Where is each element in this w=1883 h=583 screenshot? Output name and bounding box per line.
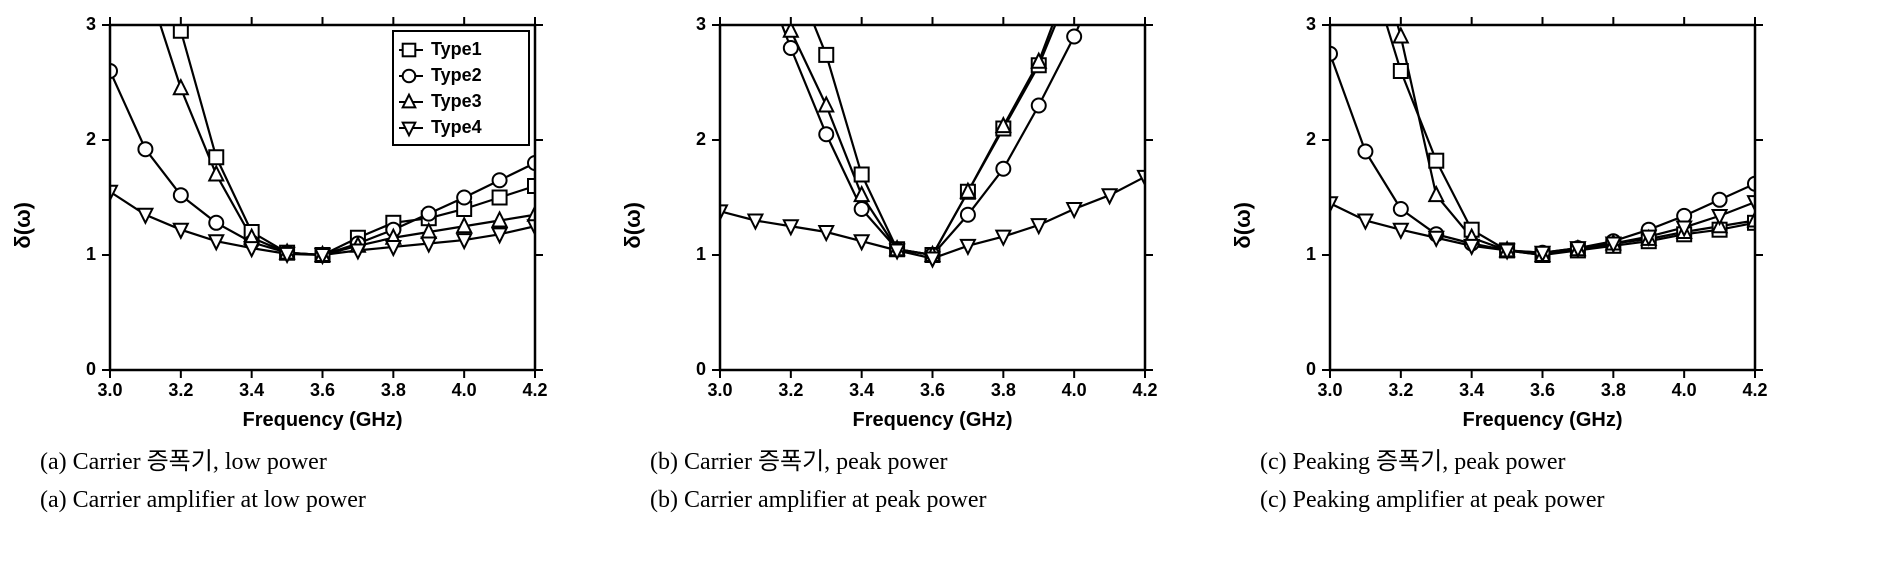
chart-holder: 0 1 2 3 3.0 3.2 3.4 3.6 3.8 4.0 4.2 Frequency (GHz) <box>1260 10 1780 440</box>
svg-text:3.4: 3.4 <box>1459 380 1484 400</box>
svg-text:3.8: 3.8 <box>1601 380 1626 400</box>
svg-text:4.0: 4.0 <box>1062 380 1087 400</box>
panel-c: δ(ω) 0 1 2 3 3.0 3.2 3.4 3.6 3.8 4.0 4.2 Frequency (… <box>1230 10 1780 517</box>
svg-text:3: 3 <box>696 14 706 34</box>
svg-text:4.2: 4.2 <box>522 380 547 400</box>
svg-text:3.2: 3.2 <box>1388 380 1413 400</box>
svg-text:Type1: Type1 <box>431 39 482 59</box>
panel-b: δ(ω) 0 1 2 3 3.0 3.2 3.4 3.6 3.8 4.0 4.2 Frequency (… <box>620 10 1170 517</box>
svg-text:3.0: 3.0 <box>1317 380 1342 400</box>
caption-line: (a) Carrier 증폭기, low power <box>10 446 327 478</box>
svg-text:1: 1 <box>86 244 96 264</box>
svg-text:3.6: 3.6 <box>920 380 945 400</box>
svg-text:Frequency (GHz): Frequency (GHz) <box>1462 409 1622 431</box>
svg-text:3.2: 3.2 <box>168 380 193 400</box>
chart-holder: 0 1 2 3 3.0 3.2 3.4 3.6 3.8 4.0 4.2 Frequency (GHz) <box>650 10 1170 440</box>
svg-text:3.4: 3.4 <box>239 380 264 400</box>
y-axis-label: δ(ω) <box>10 202 36 249</box>
chart-wrap: δ(ω) 0 1 2 3 3.0 3.2 3.4 3.6 3.8 4.0 4.2 Frequency (… <box>1230 10 1780 440</box>
svg-text:Frequency (GHz): Frequency (GHz) <box>852 409 1012 431</box>
svg-text:0: 0 <box>86 359 96 379</box>
chart-svg: 0 1 2 3 3.0 3.2 3.4 3.6 3.8 4.0 4.2 Frequency (GHz) <box>650 10 1170 440</box>
chart-svg: 0 1 2 3 3.0 3.2 3.4 3.6 3.8 4.0 4.2 Frequency (GHz) <box>1260 10 1780 440</box>
svg-text:3.8: 3.8 <box>991 380 1016 400</box>
svg-text:4.0: 4.0 <box>1672 380 1697 400</box>
svg-text:4.2: 4.2 <box>1742 380 1767 400</box>
svg-text:2: 2 <box>1306 129 1316 149</box>
y-axis-label: δ(ω) <box>620 202 646 249</box>
svg-text:1: 1 <box>696 244 706 264</box>
chart-wrap: δ(ω) 0 1 2 3 3.0 3.2 3.4 3.6 3.8 4.0 4.2 Frequency (… <box>620 10 1170 440</box>
svg-text:Type2: Type2 <box>431 65 482 85</box>
caption-line: (a) Carrier amplifier at low power <box>10 484 366 516</box>
panel-a: δ(ω) 0 1 2 3 3.0 3.2 3.4 3.6 3.8 4.0 4.2 Frequency (… <box>10 10 560 517</box>
svg-text:3.4: 3.4 <box>849 380 874 400</box>
svg-text:0: 0 <box>1306 359 1316 379</box>
svg-text:0: 0 <box>696 359 706 379</box>
svg-text:3.6: 3.6 <box>310 380 335 400</box>
svg-text:2: 2 <box>86 129 96 149</box>
svg-text:4.0: 4.0 <box>452 380 477 400</box>
caption-line: (c) Peaking amplifier at peak power <box>1230 484 1605 516</box>
chart-wrap: δ(ω) 0 1 2 3 3.0 3.2 3.4 3.6 3.8 4.0 4.2 Frequency (… <box>10 10 560 440</box>
svg-text:3: 3 <box>1306 14 1316 34</box>
caption-line: (b) Carrier 증폭기, peak power <box>620 446 947 478</box>
svg-text:Frequency (GHz): Frequency (GHz) <box>242 409 402 431</box>
svg-text:3.6: 3.6 <box>1530 380 1555 400</box>
svg-text:3.0: 3.0 <box>707 380 732 400</box>
svg-text:3.0: 3.0 <box>97 380 122 400</box>
caption-line: (b) Carrier amplifier at peak power <box>620 484 987 516</box>
svg-text:3.8: 3.8 <box>381 380 406 400</box>
svg-text:2: 2 <box>696 129 706 149</box>
y-axis-label: δ(ω) <box>1230 202 1256 249</box>
svg-text:3.2: 3.2 <box>778 380 803 400</box>
svg-text:3: 3 <box>86 14 96 34</box>
svg-text:4.2: 4.2 <box>1132 380 1157 400</box>
svg-text:Type3: Type3 <box>431 91 482 111</box>
chart-holder: 0 1 2 3 3.0 3.2 3.4 3.6 3.8 4.0 4.2 Frequency (GHz)… <box>40 10 560 440</box>
svg-text:Type4: Type4 <box>431 117 482 137</box>
chart-svg: 0 1 2 3 3.0 3.2 3.4 3.6 3.8 4.0 4.2 Frequency (GHz)… <box>40 10 560 440</box>
svg-text:1: 1 <box>1306 244 1316 264</box>
caption-line: (c) Peaking 증폭기, peak power <box>1230 446 1565 478</box>
